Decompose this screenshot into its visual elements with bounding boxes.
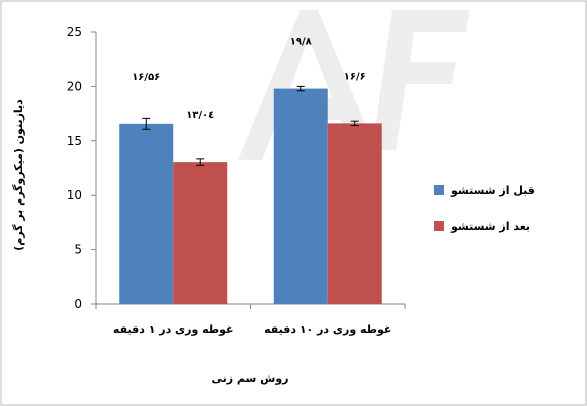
- bar: [119, 123, 174, 304]
- y-tick-label: 20: [67, 79, 82, 93]
- bar: [273, 88, 328, 305]
- legend-swatch: [434, 185, 444, 195]
- data-label: ۱۶/۶: [344, 71, 366, 82]
- legend: قبل از شستشو بعد از شستشو: [434, 184, 535, 233]
- y-tick-label: 10: [67, 188, 82, 202]
- error-bar: [196, 158, 205, 166]
- data-label: ۱۹/۸: [290, 37, 312, 48]
- legend-swatch: [434, 221, 444, 231]
- bars: [119, 88, 382, 305]
- error-bars: [142, 85, 359, 166]
- y-tick-label: 15: [67, 134, 82, 148]
- y-axis-title: دیازینون (میکروگرم بر گرم): [12, 99, 25, 251]
- bar: [173, 162, 228, 304]
- data-labels: ۱۶/۵۶ ۱۳/۰٤ ۱۹/۸ ۱۶/۶: [132, 37, 366, 122]
- data-label: ۱۶/۵۶: [132, 72, 160, 83]
- legend-label: قبل از شستشو: [450, 184, 535, 197]
- y-tick-label: 25: [67, 25, 82, 39]
- watermark: [238, 10, 470, 160]
- legend-item: بعد از شستشو: [434, 220, 530, 233]
- error-bar: [296, 85, 305, 92]
- y-tick-label: 0: [74, 297, 82, 311]
- legend-item: قبل از شستشو: [434, 184, 535, 197]
- y-ticks: 0 5 10 15 20 25: [67, 25, 96, 311]
- bar: [327, 123, 382, 304]
- data-label: ۱۳/۰٤: [186, 110, 214, 121]
- x-tick-label: غوطه وری در ۱۰ دقیقه: [264, 323, 391, 336]
- x-axis-title: روش سم زنی: [211, 372, 288, 385]
- error-bar: [350, 120, 359, 127]
- error-bar: [142, 117, 151, 130]
- y-tick-label: 5: [74, 243, 82, 257]
- plot-area: 0 5 10 15 20 25 ۱۶/۵۶ ۱۳/۰٤ ۱۹/۸ ۱۶/۶ غوطه وری د…: [67, 25, 406, 336]
- x-ticks: غوطه وری در ۱ دقیقه غوطه وری در ۱۰ دقیقه: [95, 304, 406, 336]
- x-tick-label: غوطه وری در ۱ دقیقه: [113, 323, 234, 336]
- legend-label: بعد از شستشو: [450, 220, 530, 233]
